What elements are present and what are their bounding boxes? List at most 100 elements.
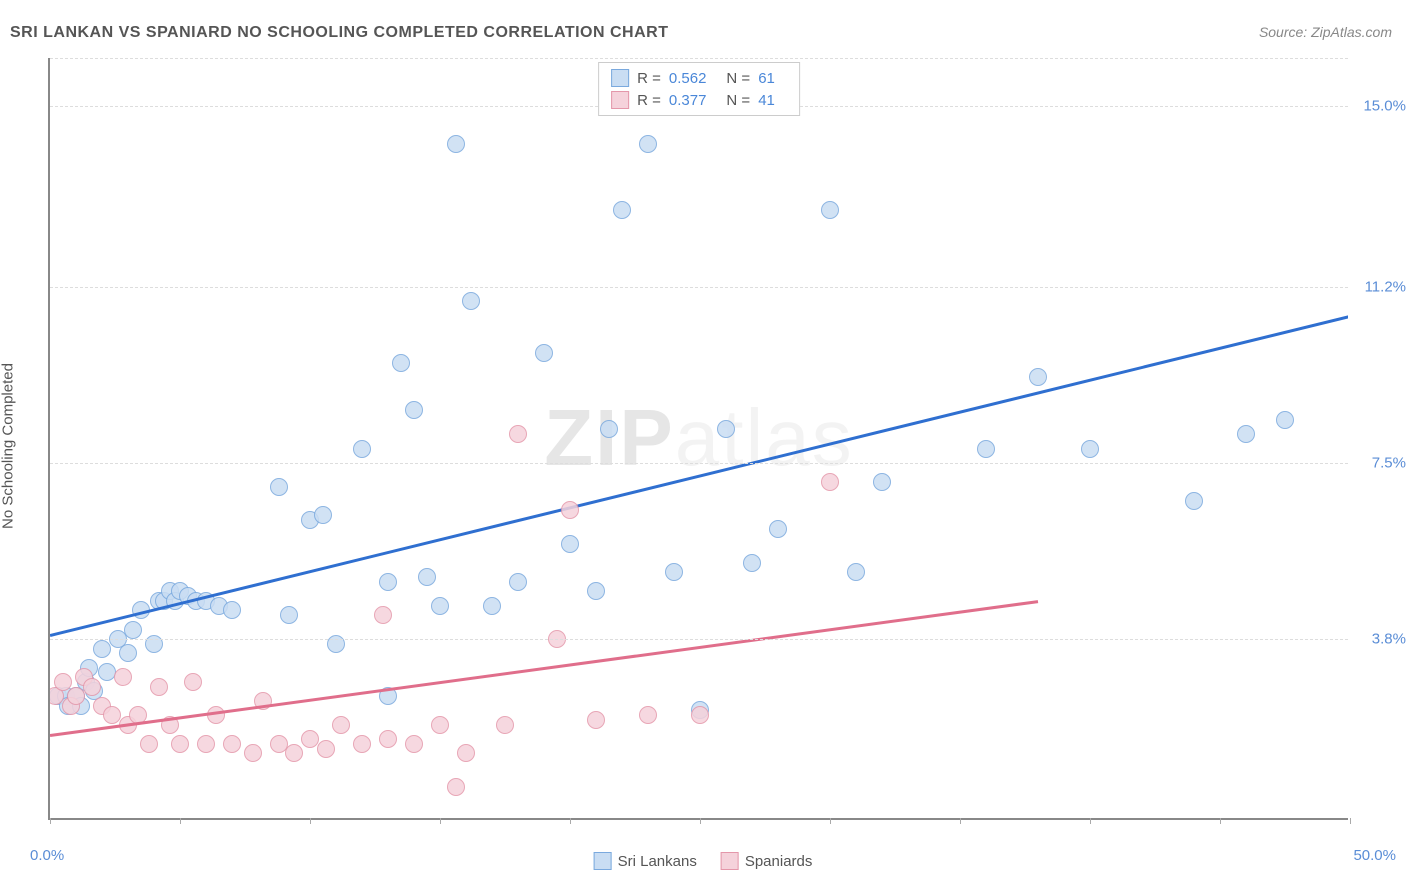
data-point-sri_lankans [717,420,735,438]
x-tick [960,818,961,824]
x-tick [440,818,441,824]
data-point-sri_lankans [1029,368,1047,386]
data-point-sri_lankans [769,520,787,538]
x-tick [1220,818,1221,824]
legend-label: Spaniards [745,853,813,870]
data-point-sri_lankans [821,201,839,219]
data-point-sri_lankans [270,478,288,496]
data-point-spaniards [207,706,225,724]
legend-row-spaniards: R = 0.377 N = 41 [607,89,791,111]
data-point-sri_lankans [639,135,657,153]
data-point-sri_lankans [613,201,631,219]
chart-container: SRI LANKAN VS SPANIARD NO SCHOOLING COMP… [0,0,1406,892]
legend-n-label: N = [726,92,750,109]
data-point-sri_lankans [314,506,332,524]
data-point-sri_lankans [1081,440,1099,458]
gridline [50,287,1348,288]
data-point-spaniards [285,744,303,762]
y-axis-label: No Schooling Completed [0,363,17,529]
legend-label: Sri Lankans [618,853,697,870]
data-point-sri_lankans [1276,411,1294,429]
trendline-sri_lankans [50,315,1348,637]
data-point-spaniards [405,735,423,753]
trendline-spaniards-dashed [1038,558,1348,602]
data-point-sri_lankans [587,582,605,600]
data-point-spaniards [691,706,709,724]
legend-swatch-icon [594,852,612,870]
legend-item-spaniards: Spaniards [721,852,813,870]
data-point-spaniards [561,501,579,519]
gridline [50,639,1348,640]
data-point-spaniards [332,716,350,734]
x-axis-min-label: 0.0% [30,847,64,864]
data-point-spaniards [457,744,475,762]
data-point-sri_lankans [1185,492,1203,510]
data-point-spaniards [223,735,241,753]
source-attribution: Source: ZipAtlas.com [1259,24,1392,40]
data-point-sri_lankans [665,563,683,581]
data-point-spaniards [184,673,202,691]
data-point-spaniards [447,778,465,796]
legend-r-value: 0.562 [669,70,707,87]
data-point-sri_lankans [431,597,449,615]
legend-r-value: 0.377 [669,92,707,109]
data-point-spaniards [150,678,168,696]
trendline-spaniards [50,600,1038,736]
x-tick [50,818,51,824]
data-point-spaniards [509,425,527,443]
legend-correlation: R =0.562N =61 R = 0.377 N = 41 [598,62,800,116]
data-point-sri_lankans [509,573,527,591]
data-point-sri_lankans [483,597,501,615]
plot-area: ZIPatlas R =0.562N =61R =0.377N =41 3.8%… [48,58,1348,820]
data-point-sri_lankans [353,440,371,458]
x-tick [830,818,831,824]
x-tick [700,818,701,824]
data-point-sri_lankans [447,135,465,153]
y-tick-label: 11.2% [1356,278,1406,295]
legend-n-value: 41 [758,92,775,109]
data-point-sri_lankans [392,354,410,372]
x-tick [570,818,571,824]
data-point-sri_lankans [379,573,397,591]
data-point-sri_lankans [145,635,163,653]
legend-r-label: R = [637,92,661,109]
data-point-sri_lankans [462,292,480,310]
data-point-sri_lankans [119,644,137,662]
data-point-spaniards [83,678,101,696]
data-point-spaniards [821,473,839,491]
legend-row-sri_lankans: R =0.562N =61 [607,67,791,89]
x-tick [1350,818,1351,824]
gridline [50,463,1348,464]
legend-swatch-icon [721,852,739,870]
legend-item-sri_lankans: Sri Lankans [594,852,697,870]
data-point-spaniards [496,716,514,734]
x-axis-max-label: 50.0% [1353,847,1396,864]
data-point-spaniards [114,668,132,686]
data-point-spaniards [639,706,657,724]
data-point-sri_lankans [977,440,995,458]
watermark: ZIPatlas [544,392,853,484]
x-tick [1090,818,1091,824]
legend-swatch-icon [611,91,629,109]
data-point-spaniards [379,730,397,748]
data-point-sri_lankans [223,601,241,619]
data-point-spaniards [353,735,371,753]
chart-title: SRI LANKAN VS SPANIARD NO SCHOOLING COMP… [10,24,668,42]
data-point-spaniards [54,673,72,691]
y-tick-label: 3.8% [1356,631,1406,648]
x-tick [310,818,311,824]
data-point-spaniards [431,716,449,734]
y-tick-label: 7.5% [1356,454,1406,471]
data-point-sri_lankans [418,568,436,586]
data-point-sri_lankans [535,344,553,362]
data-point-sri_lankans [873,473,891,491]
gridline [50,58,1348,59]
data-point-sri_lankans [280,606,298,624]
data-point-spaniards [171,735,189,753]
plot-inner: ZIPatlas [50,58,1348,818]
legend-n-value: 61 [758,70,775,87]
y-tick-label: 15.0% [1356,97,1406,114]
data-point-sri_lankans [124,621,142,639]
data-point-sri_lankans [743,554,761,572]
legend-series: Sri Lankans Spaniards [594,852,813,870]
